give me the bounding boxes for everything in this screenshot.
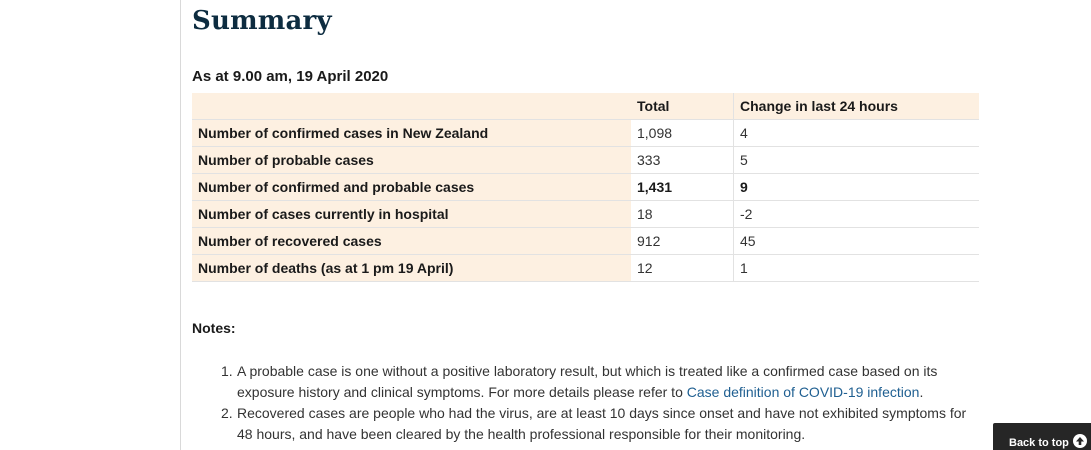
header-label: [192, 93, 631, 120]
row-label: Number of confirmed cases in New Zealand: [192, 119, 631, 147]
row-label: Number of deaths (as at 1 pm 19 April): [192, 254, 631, 282]
row-label: Number of confirmed and probable cases: [192, 173, 631, 201]
table-row: Number of confirmed cases in New Zealand…: [192, 119, 979, 147]
note-text: Recovered cases are people who had the v…: [237, 405, 967, 442]
row-change: 9: [733, 173, 979, 201]
page-title: Summary: [192, 6, 332, 36]
list-item: 1. A probable case is one without a posi…: [221, 361, 985, 403]
note-number: 2.: [221, 405, 233, 421]
note-number: 1.: [221, 363, 233, 379]
table-row: Number of deaths (as at 1 pm 19 April) 1…: [192, 254, 979, 282]
row-change: 45: [733, 227, 979, 255]
row-total: 333: [631, 146, 734, 174]
row-total: 18: [631, 200, 734, 228]
table-header-row: Total Change in last 24 hours: [192, 93, 979, 120]
row-change: 5: [733, 146, 979, 174]
row-total: 1,098: [631, 119, 734, 147]
as-at-date: As at 9.00 am, 19 April 2020: [192, 68, 389, 85]
table-row: Number of probable cases 333 5: [192, 146, 979, 174]
arrow-up-circle-icon: [1072, 434, 1087, 448]
note-suffix: .: [919, 384, 924, 400]
row-label: Number of probable cases: [192, 146, 631, 174]
table-row: Number of confirmed and probable cases 1…: [192, 173, 979, 201]
header-total: Total: [631, 93, 734, 120]
table-row: Number of cases currently in hospital 18…: [192, 200, 979, 228]
row-change: 1: [733, 254, 979, 282]
row-total: 12: [631, 254, 734, 282]
row-label: Number of recovered cases: [192, 227, 631, 255]
content-left-border: [180, 0, 181, 450]
notes-heading: Notes:: [192, 320, 236, 336]
case-definition-link[interactable]: Case definition of COVID-19 infection: [686, 384, 920, 400]
row-change: -2: [733, 200, 979, 228]
note-text: A probable case is one without a positiv…: [237, 363, 938, 400]
header-change: Change in last 24 hours: [733, 93, 979, 120]
back-to-top-button[interactable]: Back to top: [993, 423, 1091, 450]
row-total: 1,431: [631, 173, 734, 201]
summary-table: Total Change in last 24 hours Number of …: [192, 93, 979, 282]
row-label: Number of cases currently in hospital: [192, 200, 631, 228]
row-total: 912: [631, 227, 734, 255]
back-to-top-label: Back to top: [1009, 437, 1069, 449]
table-row: Number of recovered cases 912 45: [192, 227, 979, 255]
list-item: 2. Recovered cases are people who had th…: [221, 403, 985, 445]
row-change: 4: [733, 119, 979, 147]
notes-list: 1. A probable case is one without a posi…: [221, 361, 985, 445]
